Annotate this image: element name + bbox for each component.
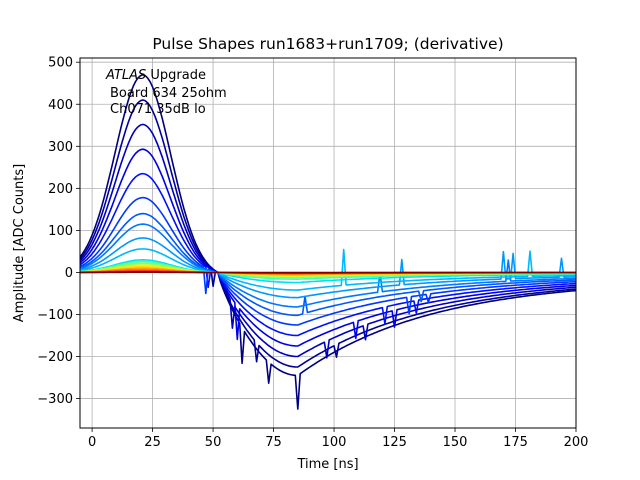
series-line-p11 <box>80 258 576 284</box>
annotation-block: ATLAS Upgrade Board 634 25ohm Ch071 35dB… <box>105 68 227 117</box>
y-axis-label: Amplitude [ADC Counts] <box>12 164 27 322</box>
x-tick-label: 0 <box>88 435 96 450</box>
y-tick-label: 500 <box>48 56 73 71</box>
y-tick-label: −200 <box>37 350 73 365</box>
series-line-p1 <box>80 74 576 410</box>
annotation-line-3: Ch071 35dB lo <box>110 102 206 117</box>
y-tick-label: 100 <box>48 224 73 239</box>
x-axis-label: Time [ns] <box>296 457 358 472</box>
x-tick-label: 200 <box>564 435 589 450</box>
series-line-p10 <box>80 248 576 291</box>
chart-title: Pulse Shapes run1683+run1709; (derivativ… <box>152 35 503 53</box>
series-line-p9 <box>80 237 576 299</box>
x-tick-label: 150 <box>443 435 468 450</box>
x-tick-label: 75 <box>265 435 282 450</box>
series-line-p6 <box>80 196 576 326</box>
annotation-atlas: ATLAS <box>105 68 146 83</box>
y-tick-label: −100 <box>37 308 73 323</box>
x-tick-label: 175 <box>503 435 528 450</box>
annotation-line-1: ATLAS Upgrade <box>105 68 206 83</box>
x-tick-label: 125 <box>382 435 407 450</box>
y-tick-label: 400 <box>48 98 73 113</box>
x-tick-label: 100 <box>322 435 347 450</box>
annotation-line-2: Board 634 25ohm <box>110 86 227 101</box>
annotation-upgrade: Upgrade <box>146 68 206 83</box>
y-tick-label: 200 <box>48 182 73 197</box>
y-tick-label: −300 <box>37 392 73 407</box>
x-axis-ticks: 0 25 50 75 100 125 150 175 200 <box>88 428 588 450</box>
y-tick-label: 0 <box>65 266 73 281</box>
series-line-p5 <box>80 172 576 337</box>
series-line-p7 <box>80 212 576 317</box>
series-line-p3 <box>80 123 576 359</box>
x-tick-label: 50 <box>205 435 222 450</box>
y-axis-ticks: −300 −200 −100 0 100 200 300 400 500 <box>37 56 80 407</box>
plot-frame <box>79 57 577 429</box>
y-tick-label: 300 <box>48 140 73 155</box>
series-line-p8 <box>80 223 576 308</box>
x-tick-label: 25 <box>144 435 161 450</box>
plot-area <box>80 74 576 410</box>
series-line-p4 <box>80 148 576 347</box>
